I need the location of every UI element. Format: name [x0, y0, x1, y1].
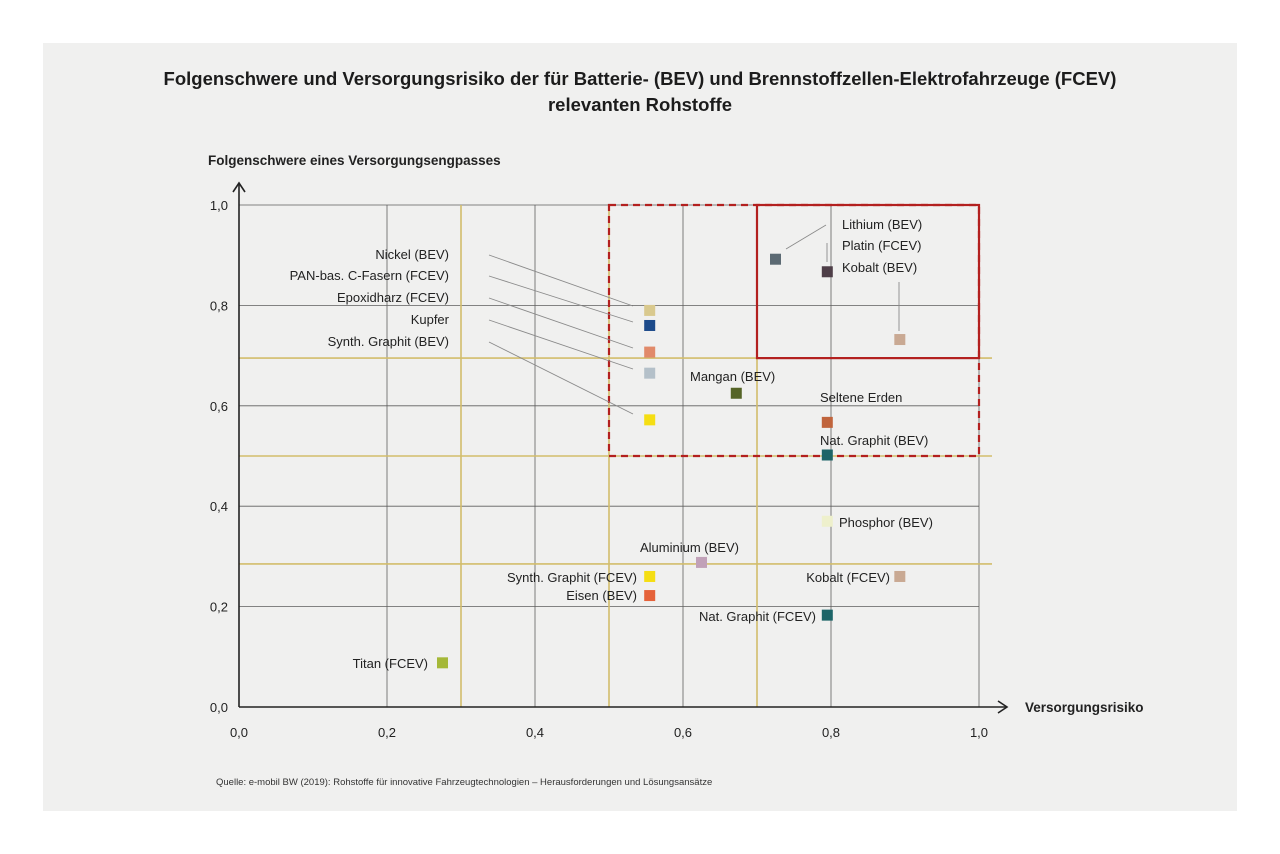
point-label: Mangan (BEV) [690, 369, 775, 384]
leader-line [488, 341, 634, 415]
y-tick-label: 1,0 [210, 198, 228, 213]
point-label: Synth. Graphit (FCEV) [507, 570, 637, 585]
point-label: Phosphor (BEV) [839, 515, 933, 530]
point-label: Aluminium (BEV) [640, 540, 739, 555]
chart-panel [43, 43, 1237, 811]
y-tick-label: 0,4 [210, 499, 228, 514]
x-tick-label: 1,0 [970, 725, 988, 740]
data-point [821, 449, 833, 461]
leader-line [488, 297, 634, 349]
data-point [644, 590, 656, 602]
x-tick-label: 0,0 [230, 725, 248, 740]
leader-line [488, 275, 634, 323]
point-label: Nat. Graphit (BEV) [820, 433, 928, 448]
x-axis-arrow [997, 700, 1009, 714]
x-tick-label: 0,6 [674, 725, 692, 740]
data-point [821, 515, 833, 527]
data-point [644, 304, 656, 316]
x-tick-label: 0,2 [378, 725, 396, 740]
y-axis-arrow [232, 181, 246, 193]
point-label: Kobalt (BEV) [842, 260, 917, 275]
chart-title-line-2: relevanten Rohstoffe [547, 94, 732, 115]
data-point [644, 319, 656, 331]
point-label: PAN-bas. C-Fasern (FCEV) [290, 268, 449, 283]
point-label: Lithium (BEV) [842, 217, 922, 232]
data-point [894, 334, 906, 346]
point-label: Kupfer [411, 312, 450, 327]
data-point [437, 657, 448, 669]
chart-title: Folgenschwere und Versorgungsrisiko der … [43, 66, 1237, 118]
data-point [644, 346, 656, 358]
y-tick-label: 0,6 [210, 399, 228, 414]
point-label: Kobalt (FCEV) [806, 570, 890, 585]
point-label: Synth. Graphit (BEV) [328, 334, 449, 349]
x-tick-label: 0,4 [526, 725, 544, 740]
point-label: Eisen (BEV) [566, 588, 637, 603]
y-tick-label: 0,8 [210, 298, 228, 313]
data-point [644, 367, 656, 379]
point-label: Nat. Graphit (FCEV) [699, 609, 816, 624]
y-tick-label: 0,2 [210, 600, 228, 615]
source-note: Quelle: e-mobil BW (2019): Rohstoffe für… [216, 777, 713, 788]
x-axis-label: Versorgungsrisiko [1025, 700, 1144, 715]
point-label: Epoxidharz (FCEV) [337, 290, 449, 305]
data-point [770, 253, 781, 265]
leader-line [785, 224, 827, 250]
y-axis-label: Folgenschwere eines Versorgungsengpasses [208, 153, 501, 168]
point-label: Nickel (BEV) [375, 247, 449, 262]
point-label: Platin (FCEV) [842, 238, 921, 253]
data-point [644, 414, 656, 426]
y-tick-label: 0,0 [210, 700, 228, 715]
data-point [821, 609, 833, 621]
risk-region-dashed [607, 203, 981, 458]
data-point [821, 266, 833, 278]
data-point [730, 387, 742, 399]
leader-line [488, 319, 634, 370]
data-point [644, 570, 656, 582]
x-tick-label: 0,8 [822, 725, 840, 740]
data-point [894, 570, 906, 582]
data-point [821, 416, 833, 428]
point-label: Seltene Erden [820, 390, 902, 405]
point-label: Titan (FCEV) [353, 656, 428, 671]
leader-line [488, 254, 634, 307]
risk-region-solid [755, 203, 981, 360]
chart-title-line-1: Folgenschwere und Versorgungsrisiko der … [163, 68, 1117, 89]
data-point [696, 556, 707, 568]
